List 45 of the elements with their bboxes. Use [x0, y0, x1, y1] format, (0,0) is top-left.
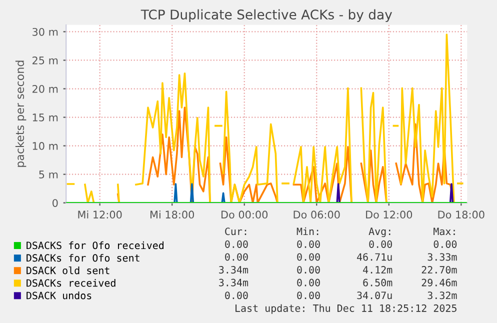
text: 0.00 [369, 240, 392, 248]
text: 3.34m [219, 278, 248, 286]
text: Last update: Thu Dec 11 18:25:12 2025 [236, 304, 456, 314]
legend-label: DSACKS for Ofo received [26, 241, 164, 250]
y-axis-title: packets per second [15, 60, 26, 167]
text: 4.12m [363, 266, 392, 274]
y-tick-label: 0 [52, 199, 58, 207]
text: 34.07u [357, 292, 392, 300]
text: 0.00 [225, 253, 248, 261]
y-tick-label: 20 m [32, 84, 58, 93]
text: 3.33m [428, 253, 457, 261]
y-tick-label: 15 m [32, 114, 58, 122]
text: 0.00 [434, 240, 457, 248]
text: Max: [434, 228, 455, 236]
text: 0.00 [297, 253, 320, 261]
x-tick-label: Do 06:00 [294, 210, 340, 219]
text: 0.00 [297, 278, 320, 286]
x-tick-label: Mi 18:00 [150, 210, 194, 219]
text: 0.00 [297, 292, 320, 300]
x-tick-label: Do 18:00 [438, 210, 484, 219]
text: Avg: [368, 228, 390, 238]
legend-label: DSACK old sent [26, 266, 110, 274]
text: 3.32m [428, 292, 457, 300]
text: 0.00 [225, 292, 248, 300]
text: 0.00 [225, 240, 248, 248]
legend-label: DSACKs for Ofo sent [26, 254, 140, 262]
x-tick-label: Mi 12:00 [78, 210, 122, 219]
text: 6.50m [363, 278, 392, 286]
text: 0.00 [297, 240, 320, 248]
text: 29.46m [422, 278, 457, 286]
legend-label: DSACK undos [26, 292, 92, 300]
chart-title: TCP Duplicate Selective ACKs - by day [140, 9, 392, 22]
x-tick-label: Do 12:00 [366, 210, 412, 219]
text: 22.70m [422, 266, 457, 274]
legend-label: DSACKs received [26, 279, 116, 287]
y-tick-label: 30 m [32, 28, 58, 36]
x-tick-label: Do 00:00 [222, 210, 268, 219]
text: 0.00 [297, 266, 320, 274]
text: 46.71u [357, 253, 392, 261]
y-tick-label: 25 m [32, 56, 58, 64]
text: Min: [296, 227, 318, 236]
text: 3.34m [219, 266, 248, 274]
y-tick-label: 10 m [32, 142, 58, 150]
text: Cur: [225, 228, 246, 236]
y-tick-label: 5 m [39, 170, 58, 178]
